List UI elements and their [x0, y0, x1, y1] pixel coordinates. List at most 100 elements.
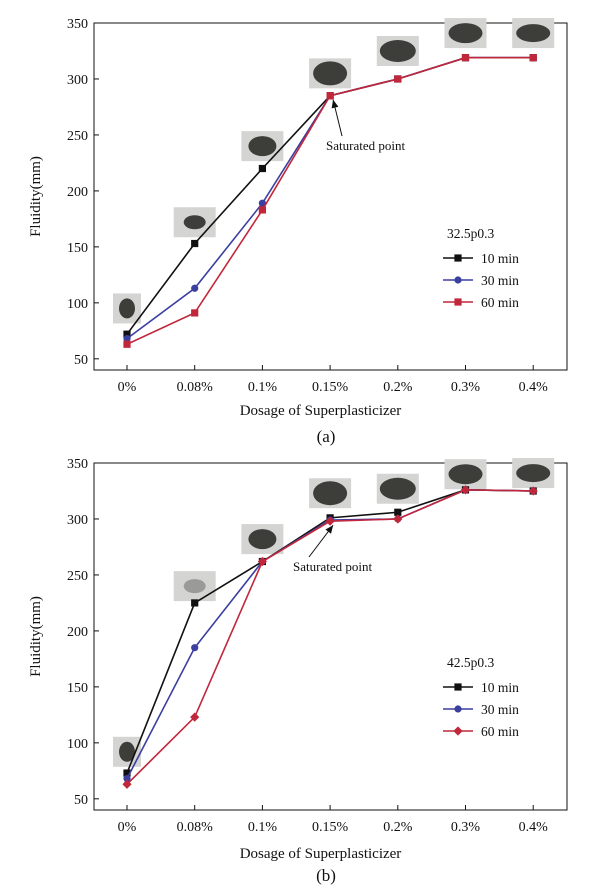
specimen-shape — [183, 215, 206, 230]
chart-b-series-line-2 — [126, 489, 534, 785]
specimen-shape — [119, 741, 135, 762]
chart-b-legend: 42.5p0.3 10 min 30 min 60 min — [443, 655, 519, 739]
chart-b-data-point — [393, 514, 403, 524]
chart-a-data-point — [191, 239, 199, 248]
chart-b-x-tick-label: 0.08% — [177, 820, 214, 835]
chart-b-sample-photo — [376, 473, 419, 504]
chart-panel-b: 50 100 150 200 250 300 350 0% 0.08% 0.1% 0.15% 0.2%… — [28, 457, 568, 885]
chart-a-legend: 32.5p0.3 10 min 30 min 60 min — [443, 226, 519, 310]
specimen-shape — [379, 39, 416, 62]
chart-b-x-axis-label: Dosage of Superplasticizer — [240, 846, 402, 862]
chart-a-y-axis-label: Fluidity(mm) — [28, 156, 44, 237]
legend-entry-label: 10 min — [481, 680, 519, 695]
legend-title: 32.5p0.3 — [447, 226, 495, 241]
specimen-shape — [313, 481, 348, 506]
specimen-shape — [448, 23, 483, 44]
chart-b-panel-label: (b) — [316, 866, 336, 885]
chart-b-data-point — [191, 599, 199, 607]
chart-a-y-tick-label: 250 — [67, 129, 88, 144]
chart-a-sample-photo — [113, 293, 141, 324]
chart-b-x-tick-label: 0.15% — [312, 820, 349, 835]
chart-a-data-point — [394, 75, 402, 83]
chart-b-data-point — [394, 508, 402, 516]
chart-b-data-point — [528, 486, 538, 496]
legend-marker — [454, 298, 462, 306]
chart-b-x-tick-label: 0.1% — [248, 820, 278, 835]
specimen-shape — [248, 529, 277, 550]
legend-title: 42.5p0.3 — [447, 655, 495, 670]
chart-b-x-tick-label: 0% — [118, 820, 137, 835]
specimen-shape — [379, 477, 416, 500]
chart-a-x-tick-label: 0% — [118, 380, 137, 395]
chart-a-x-tick-label: 0.4% — [519, 380, 549, 395]
chart-b-sample-photo — [241, 524, 284, 555]
chart-b-y-axis-label: Fluidity(mm) — [28, 596, 44, 677]
specimen-shape — [516, 464, 551, 483]
chart-a-data-point — [461, 54, 470, 62]
chart-a-sample-photo — [309, 58, 352, 89]
chart-b-data-point — [460, 485, 471, 495]
chart-b-y-tick-label: 250 — [67, 569, 88, 584]
chart-a-y-tick-label: 150 — [67, 241, 88, 256]
chart-a-sample-photo — [376, 35, 419, 66]
chart-b-annotation-text: Saturated point — [293, 559, 372, 574]
chart-b-y-tick-label: 300 — [67, 513, 88, 528]
chart-a-annotation-text: Saturated point — [326, 138, 405, 153]
chart-b-data-point — [123, 775, 131, 783]
chart-b-sample-photo — [309, 478, 352, 509]
chart-b-data-point — [122, 779, 132, 789]
chart-a-data-point — [191, 309, 199, 317]
chart-b-x-tick-label: 0.4% — [519, 820, 549, 835]
legend-entry-label: 10 min — [481, 251, 519, 266]
legend-marker — [454, 683, 462, 691]
chart-a-sample-photo — [512, 18, 555, 49]
legend-marker — [454, 705, 462, 713]
chart-b-sample-photo — [444, 459, 487, 490]
chart-a-data-point — [258, 199, 266, 207]
chart-b-data-point — [123, 769, 131, 777]
chart-a-data-point — [191, 284, 199, 292]
chart-a-series-line-1 — [126, 56, 534, 340]
chart-b-sample-photo — [173, 571, 216, 602]
chart-a-data-point — [326, 92, 334, 100]
chart-b-sample-photo — [512, 458, 555, 489]
chart-a-y-tick-label: 200 — [67, 185, 88, 200]
legend-entry-label: 60 min — [481, 295, 519, 310]
legend-marker — [454, 276, 462, 284]
chart-a-panel-label: (a) — [317, 427, 336, 446]
chart-a-x-tick-label: 0.15% — [312, 380, 349, 395]
specimen-shape — [516, 24, 551, 43]
chart-a-x-tick-label: 0.2% — [383, 380, 413, 395]
chart-panel-a: 50 100 150 200 250 300 350 0% 0.08% 0.1% 0.15% 0.2%… — [28, 17, 568, 446]
chart-a-x-axis-label: Dosage of Superplasticizer — [240, 403, 402, 419]
chart-b-y-tick-label: 100 — [67, 737, 88, 752]
chart-a-sample-photo — [173, 207, 216, 238]
chart-b-sample-photo — [113, 736, 141, 767]
legend-marker — [454, 254, 462, 262]
chart-b-x-tick-label: 0.2% — [383, 820, 413, 835]
chart-b-y-tick-label: 50 — [74, 793, 88, 808]
legend-entry-label: 30 min — [481, 273, 519, 288]
chart-a-y-tick-label: 50 — [74, 353, 88, 368]
chart-a-annotation-arrowhead — [331, 99, 339, 109]
chart-a-data-point — [258, 164, 266, 173]
chart-b-y-tick-label: 350 — [67, 457, 88, 472]
chart-a-x-tick-label: 0.3% — [451, 380, 481, 395]
specimen-shape — [248, 136, 277, 157]
chart-a-sample-photo — [444, 18, 487, 49]
specimen-shape — [313, 61, 348, 86]
chart-b-series-line-1 — [126, 489, 534, 780]
chart-a-y-tick-label: 300 — [67, 73, 88, 88]
legend-entry-label: 60 min — [481, 724, 519, 739]
legend-entry-label: 30 min — [481, 702, 519, 717]
chart-b-data-point — [325, 516, 335, 526]
specimen-shape — [448, 464, 483, 485]
chart-b-x-tick-label: 0.3% — [451, 820, 481, 835]
chart-a-y-tick-label: 100 — [67, 297, 88, 312]
legend-marker — [453, 726, 463, 736]
chart-b-data-point — [190, 712, 200, 722]
chart-a-sample-photo — [241, 131, 284, 162]
chart-a-data-point — [123, 340, 131, 348]
chart-a-data-point — [123, 330, 131, 338]
